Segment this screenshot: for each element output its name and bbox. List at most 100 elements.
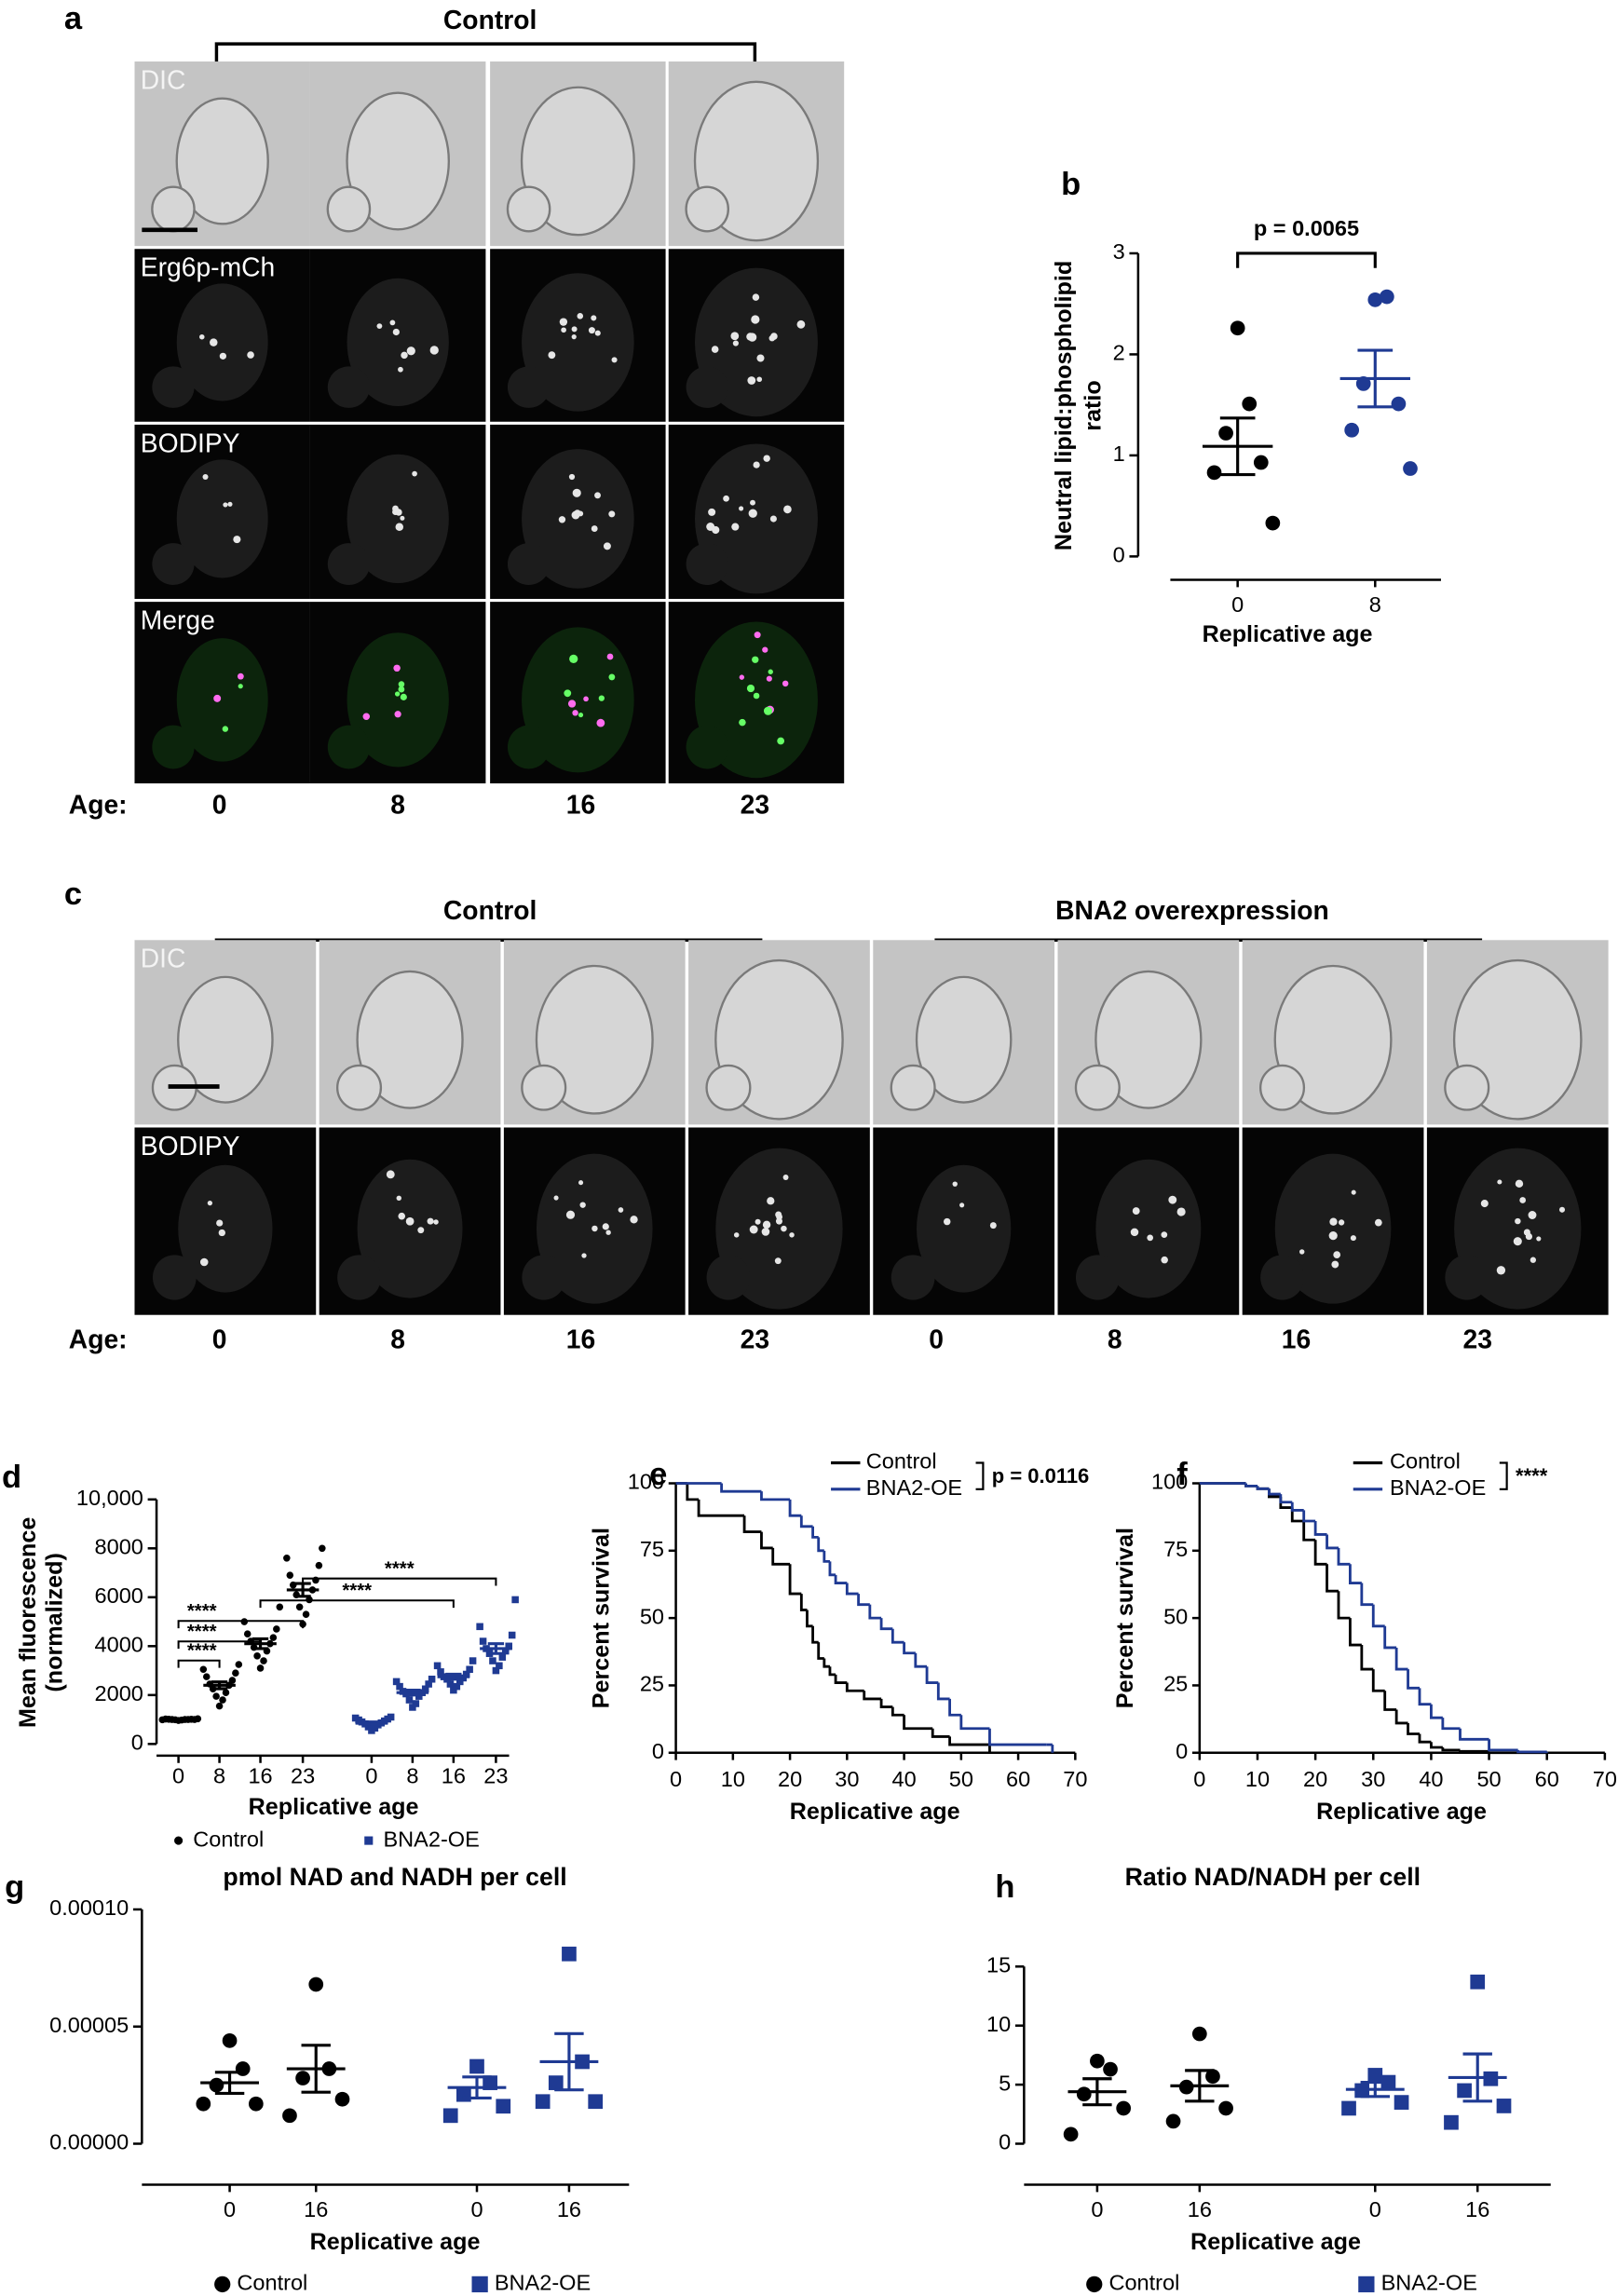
lipid-droplet [1161, 1256, 1168, 1264]
data-point [319, 1544, 326, 1553]
x-tick-label: 40 [1419, 1767, 1443, 1791]
y-tick-label: 8000 [95, 1535, 143, 1559]
y-tick-label: 50 [640, 1604, 664, 1628]
survival-step [1337, 1547, 1351, 1566]
legend-label: BNA2-OE [1381, 2271, 1477, 2295]
lipid-droplet [223, 502, 228, 508]
x-tick-label: 23 [483, 1764, 508, 1788]
lipid-droplet [591, 315, 597, 321]
survival-step [686, 1483, 700, 1501]
survival-step [925, 1666, 939, 1684]
survival-step [1459, 1728, 1489, 1741]
x-tick-label: 20 [778, 1767, 802, 1791]
cell [522, 449, 634, 589]
lipid-droplet [394, 691, 401, 697]
lipid-droplet [608, 510, 616, 518]
cell [327, 725, 371, 769]
legend-label: BNA2-OE [383, 1827, 479, 1851]
data-point [392, 1678, 401, 1686]
cell [706, 1255, 751, 1300]
cell [152, 366, 195, 408]
lipid-droplet [392, 328, 400, 336]
micrograph [1426, 1127, 1609, 1315]
lipid-droplet [748, 509, 757, 518]
lipid-droplet [202, 474, 209, 481]
data-point [212, 1692, 220, 1700]
micrograph [134, 1127, 317, 1315]
lipid-droplet [1525, 1232, 1533, 1241]
lipid-droplet [216, 1219, 224, 1227]
data-point [209, 2077, 224, 2093]
lipid-droplet [594, 492, 601, 499]
data-point [315, 1561, 323, 1569]
x-tick-label: 10 [721, 1767, 745, 1791]
legend-label: Control [1390, 1449, 1461, 1474]
lipid-droplet [199, 1257, 209, 1267]
data-point [308, 1977, 324, 1992]
survival-step [806, 1610, 813, 1628]
lipid-droplet [394, 711, 401, 718]
micrograph [134, 940, 317, 1125]
survival-step [720, 1483, 762, 1493]
y-tick-label: 4000 [95, 1633, 143, 1657]
lipid-droplet [1515, 1217, 1521, 1225]
data-point [222, 2032, 238, 2048]
legend-label: Control [1108, 2271, 1179, 2295]
data-point [253, 1652, 261, 1660]
survival-step [1488, 1739, 1518, 1752]
data-point [1218, 426, 1233, 441]
lipid-droplet [750, 499, 755, 506]
survival-step [1383, 1691, 1397, 1711]
lipid-droplet [1168, 1195, 1177, 1204]
y-axis-label: Percent survival [589, 1528, 615, 1708]
lipid-droplet [548, 351, 556, 360]
cell [337, 1255, 381, 1300]
survival-step [879, 1698, 893, 1709]
lipid-droplet [588, 327, 595, 334]
data-point [1265, 515, 1281, 531]
lipid-droplet [579, 1202, 586, 1208]
x-tick-label: 40 [891, 1767, 916, 1791]
lipid-droplet [1374, 1218, 1382, 1227]
legend-label: Control [866, 1449, 937, 1474]
lipid-droplet [572, 710, 578, 716]
survival-step [891, 1706, 904, 1717]
lipid-droplet [572, 488, 581, 497]
lipid-droplet [1132, 1207, 1140, 1215]
x-tick-label: 20 [1303, 1767, 1327, 1791]
x-tick-label: 8 [406, 1764, 418, 1788]
data-point [462, 1670, 470, 1678]
survival-step [988, 1728, 1047, 1746]
x-tick-label: 16 [557, 2197, 581, 2221]
x-axis-label: Replicative age [1316, 1799, 1487, 1825]
micrograph [668, 61, 845, 247]
data-point [476, 1623, 483, 1631]
panel-letter: f [1176, 1457, 1188, 1492]
lipid-droplet [571, 334, 577, 340]
channel-label: DIC [141, 944, 186, 973]
data-point [502, 1647, 510, 1655]
lipid-droplet [392, 505, 399, 512]
survival-step [1418, 1733, 1432, 1744]
lipid-droplet [433, 1219, 439, 1225]
channel-label: DIC [141, 64, 186, 94]
age: 23 [741, 1324, 769, 1353]
legend-label: BNA2-OE [495, 2271, 591, 2295]
data-point [286, 1571, 294, 1579]
x-tick-label: 8 [213, 1764, 225, 1788]
y-tick-label: 2 [1113, 341, 1125, 365]
cell [347, 454, 449, 584]
cell [152, 543, 195, 586]
survival-step [817, 1537, 824, 1553]
lipid-droplet [753, 692, 760, 700]
data-point [1367, 2068, 1383, 2083]
lipid-droplet [401, 351, 408, 360]
data-point [535, 2094, 551, 2110]
age: 16 [1282, 1324, 1311, 1353]
x-tick-label: 0 [1369, 2197, 1381, 2221]
lipid-droplet [606, 653, 614, 660]
data-point [428, 1675, 436, 1683]
survival-step [948, 1698, 961, 1717]
panel-header: Control [443, 895, 537, 925]
